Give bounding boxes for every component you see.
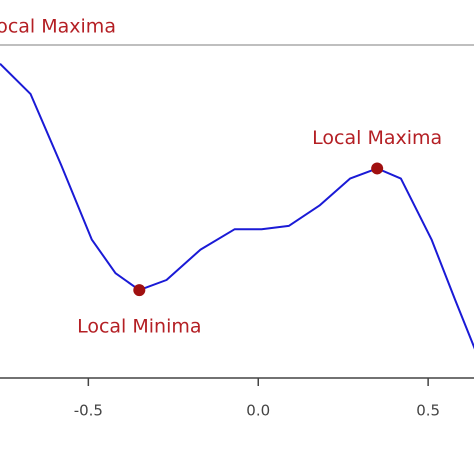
x-tick-label: 0.5 xyxy=(416,402,440,420)
annotation: Local Maxima xyxy=(0,15,116,37)
curve xyxy=(0,62,474,350)
x-tick-label: -0.5 xyxy=(74,402,103,420)
annotation: Local Minima xyxy=(77,316,201,338)
x-tick-label: 0.0 xyxy=(246,402,270,420)
annotation: Local Maxima xyxy=(312,127,442,149)
extremum-point xyxy=(371,162,384,175)
extremum-point xyxy=(133,284,146,297)
plot-area xyxy=(0,62,474,350)
